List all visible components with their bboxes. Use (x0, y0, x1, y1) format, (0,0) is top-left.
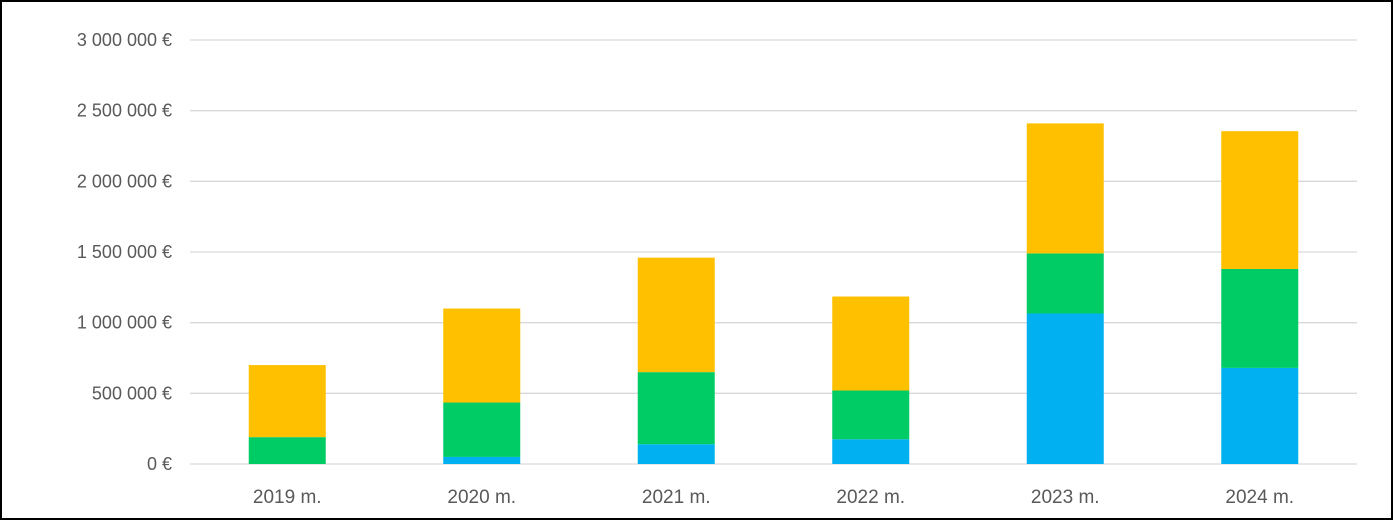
bar-segment (1026, 253, 1104, 314)
x-category-label: 2023 m. (1031, 487, 1100, 508)
bar-segment (443, 456, 521, 464)
bar-segment (637, 372, 715, 445)
x-category-label: 2020 m. (447, 487, 516, 508)
bar-segment (1221, 268, 1299, 368)
x-category-label: 2019 m. (253, 487, 322, 508)
y-tick-label: 2 000 000 € (77, 171, 172, 191)
bar-segment (1221, 367, 1299, 464)
y-tick-label: 500 000 € (92, 383, 172, 403)
y-tick-label: 1 000 000 € (77, 313, 172, 333)
bar-segment (248, 437, 326, 464)
x-category-label: 2024 m. (1225, 487, 1294, 508)
bar-segment (443, 402, 521, 457)
y-tick-label: 0 € (147, 454, 172, 474)
y-tick-label: 1 500 000 € (77, 242, 172, 262)
bar-segment (832, 296, 910, 391)
gridlines (190, 39, 1357, 465)
bar-segment (637, 257, 715, 373)
x-category-label: 2021 m. (642, 487, 711, 508)
bar-segment (1026, 313, 1104, 464)
y-tick-label: 3 000 000 € (77, 30, 172, 50)
x-axis-category-labels: 2019 m. 2020 m. 2021 m. 2022 m. 2023 m. 2024 … (253, 487, 1294, 508)
bar-segment (1026, 123, 1104, 254)
y-tick-label: 2 500 000 € (77, 101, 172, 121)
bar-segment (443, 308, 521, 403)
x-category-label: 2022 m. (836, 487, 905, 508)
bars (248, 123, 1299, 464)
bar-segment (248, 365, 326, 438)
bar-segment (832, 439, 910, 464)
y-axis-tick-labels: 0 € 500 000 € 1 000 000 € 1 500 000 € 2 000 … (77, 30, 172, 474)
bar-segment (832, 390, 910, 440)
bar-segment (637, 444, 715, 464)
bar-segment (1221, 131, 1299, 269)
